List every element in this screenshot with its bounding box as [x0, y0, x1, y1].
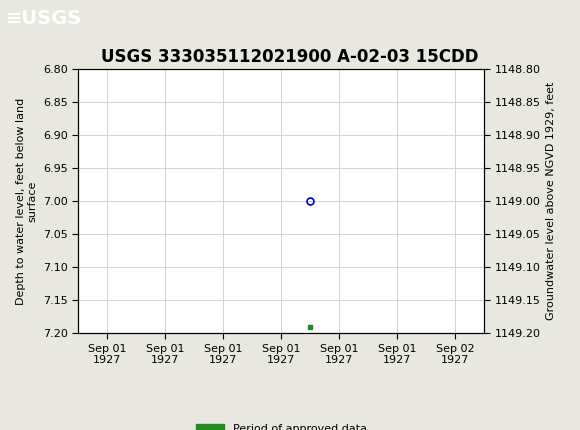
- Y-axis label: Depth to water level, feet below land
surface: Depth to water level, feet below land su…: [16, 98, 38, 304]
- Y-axis label: Groundwater level above NGVD 1929, feet: Groundwater level above NGVD 1929, feet: [546, 82, 556, 320]
- Legend: Period of approved data: Period of approved data: [191, 419, 371, 430]
- Text: ≡USGS: ≡USGS: [6, 9, 82, 28]
- Text: USGS 333035112021900 A-02-03 15CDD: USGS 333035112021900 A-02-03 15CDD: [102, 48, 478, 66]
